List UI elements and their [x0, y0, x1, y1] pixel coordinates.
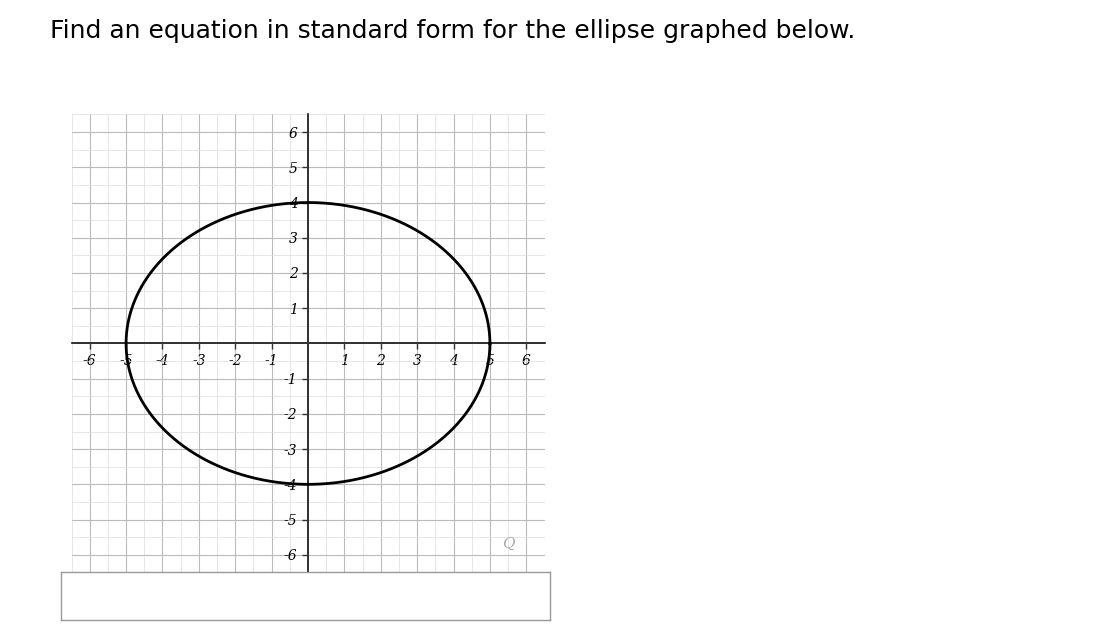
Text: Find an equation in standard form for the ellipse graphed below.: Find an equation in standard form for th…: [50, 19, 855, 43]
Text: Q: Q: [502, 537, 515, 551]
